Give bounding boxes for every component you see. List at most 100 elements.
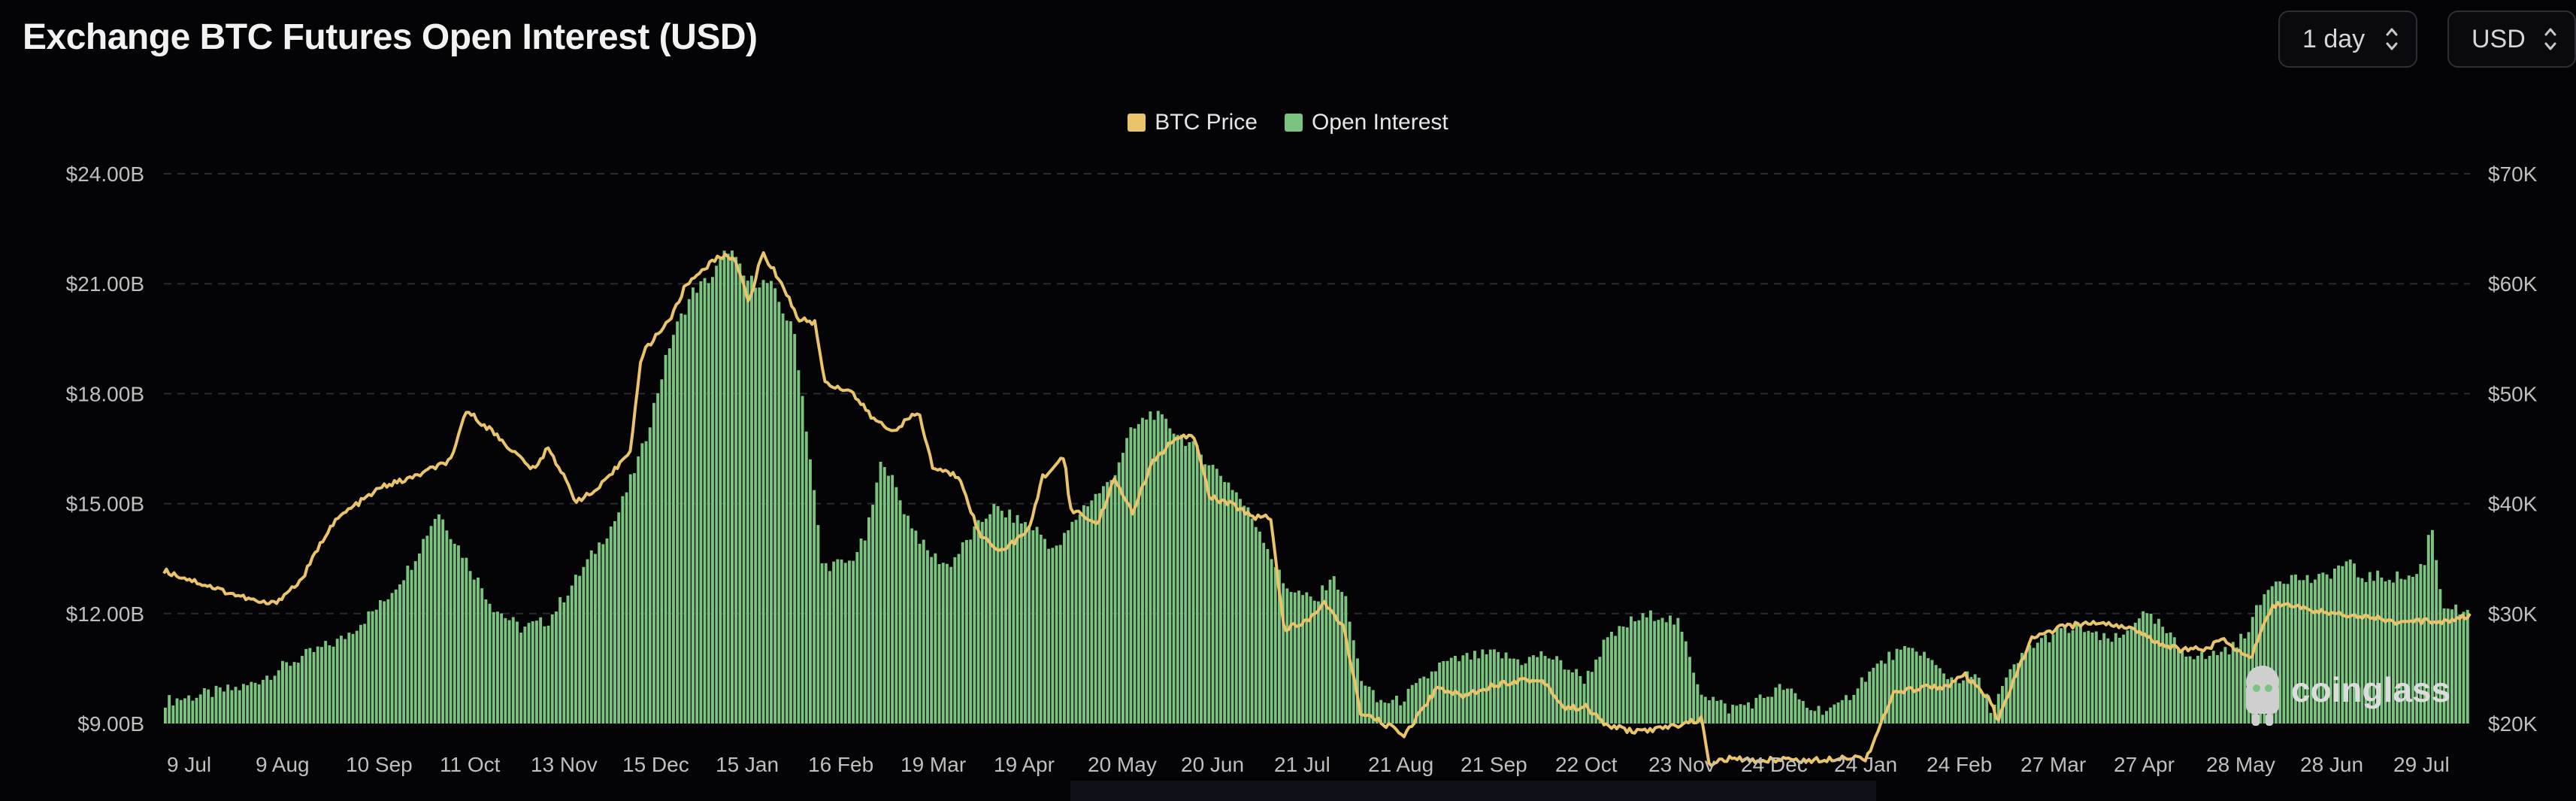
oi-bar [1129, 427, 1133, 724]
oi-bar [539, 617, 543, 724]
oi-bar [2110, 642, 2114, 724]
oi-bar [683, 314, 687, 724]
oi-bar [1074, 520, 1078, 724]
interval-select[interactable]: 1 day [2278, 11, 2417, 68]
oi-bar [758, 287, 761, 724]
oi-bar [175, 698, 179, 724]
currency-select[interactable]: USD [2447, 11, 2576, 68]
oi-bar [1117, 462, 1121, 724]
oi-bar [633, 473, 636, 724]
oi-bar [516, 621, 519, 724]
oi-bar [1180, 435, 1183, 724]
oi-bar [785, 320, 789, 724]
oi-bar [770, 281, 773, 724]
oi-bar [1840, 699, 1844, 724]
oi-bar [2431, 529, 2434, 724]
oi-bar [750, 275, 753, 724]
oi-bar [1035, 526, 1039, 724]
oi-bar [2142, 611, 2145, 724]
oi-bar [656, 393, 660, 724]
oi-bar [2255, 605, 2258, 724]
oi-bar [2341, 566, 2344, 724]
oi-bar [2102, 633, 2106, 724]
oi-bar [1852, 694, 1856, 724]
oi-bar [234, 687, 238, 724]
oi-bar [1504, 652, 1508, 724]
oi-bar [617, 512, 621, 724]
oi-bar [1778, 684, 1781, 724]
oi-bar [281, 660, 284, 724]
oi-bar [1082, 505, 1085, 724]
oi-bar [1856, 688, 1860, 724]
oi-bar [570, 585, 574, 724]
oi-bar [2305, 575, 2309, 724]
oi-bar [1317, 601, 1320, 724]
oi-bar [1950, 677, 1954, 724]
oi-bar [2055, 627, 2059, 724]
oi-bar [1097, 493, 1101, 724]
oi-bar [605, 538, 609, 724]
oi-bar [386, 599, 390, 724]
x-axis-tick: 11 Oct [440, 753, 501, 776]
oi-bar [1703, 696, 1707, 724]
oi-bar [1297, 590, 1300, 724]
oi-bar [601, 544, 605, 724]
chart-legend: BTC Price Open Interest [0, 110, 2576, 135]
oi-bar [2446, 608, 2450, 724]
oi-bar [926, 550, 929, 724]
oi-bar [1031, 530, 1035, 724]
oi-bar [301, 656, 304, 724]
oi-bar [1086, 506, 1090, 724]
oi-bar [879, 461, 882, 724]
oi-bar [1227, 482, 1230, 724]
oi-bar [1966, 671, 1969, 724]
oi-bar [1172, 433, 1176, 724]
legend-item-btc-price[interactable]: BTC Price [1128, 110, 1258, 135]
oi-bar [2314, 579, 2317, 724]
oi-bar [969, 539, 973, 724]
oi-bar [1152, 420, 1156, 724]
oi-bar [1758, 694, 1762, 724]
oi-bar [2426, 535, 2430, 724]
oi-bar [2380, 577, 2384, 724]
x-axis-tick: 21 Aug [1368, 753, 1433, 776]
interval-select-value: 1 day [2302, 24, 2366, 53]
oi-bar [1977, 678, 1981, 724]
oi-bar [840, 559, 843, 724]
oi-bar [1618, 626, 1621, 724]
oi-bar [2329, 578, 2332, 724]
oi-bar [246, 685, 250, 724]
oi-bar [941, 563, 945, 724]
oi-bar [1688, 657, 1691, 724]
oi-bar [183, 698, 186, 724]
oi-bar [2196, 655, 2199, 724]
oi-bar [1527, 657, 1531, 724]
oi-bar [1137, 423, 1140, 724]
legend-item-open-interest[interactable]: Open Interest [1284, 110, 1448, 135]
oi-bar [1657, 620, 1660, 724]
oi-bar [2223, 647, 2227, 724]
oi-bar [2419, 563, 2423, 724]
oi-bar [1203, 464, 1207, 724]
oi-bar [2161, 627, 2165, 724]
oi-bar [555, 611, 558, 724]
oi-bar [1630, 616, 1633, 724]
oi-bar [2302, 580, 2305, 724]
oi-bar [2360, 578, 2364, 724]
bottom-scroll-strip[interactable] [1070, 781, 1876, 801]
oi-bar [316, 646, 319, 724]
oi-bar [1305, 592, 1309, 724]
oi-bar [715, 265, 719, 724]
oi-bar [2353, 563, 2356, 724]
oi-bar [1191, 441, 1195, 724]
oi-bar [1078, 514, 1082, 724]
oi-bar [711, 277, 714, 724]
oi-bar [734, 256, 738, 724]
oi-bar [2181, 651, 2184, 724]
oi-bar [2157, 618, 2160, 724]
x-axis-tick: 21 Jul [1274, 753, 1330, 776]
oi-bar [640, 443, 644, 724]
right-axis-tick: $20K [2488, 712, 2538, 736]
left-axis-tick: $18.00B [66, 382, 144, 405]
